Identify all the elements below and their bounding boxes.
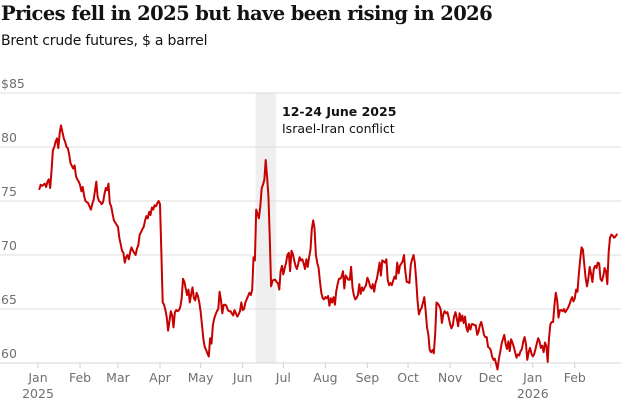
x-tick-label: Jun: [232, 370, 253, 385]
x-tick-label: Dec: [479, 370, 503, 385]
x-tick-label: May: [188, 370, 214, 385]
chart-title: Prices fell in 2025 but have been rising…: [1, 2, 493, 25]
x-tick-year-label: 2025: [22, 386, 54, 401]
y-axis-labels: 60 65 70 75 80 $85: [1, 76, 25, 361]
y-tick-label: 80: [1, 130, 17, 145]
y-tick-label: 70: [1, 238, 17, 253]
chart-subtitle: Brent crude futures, $ a barrel: [1, 33, 208, 49]
x-tick-label: Jul: [275, 370, 291, 385]
x-tick-label: Jan: [27, 370, 47, 385]
annotation: 12-24 June 2025 Israel-Iran conflict: [282, 104, 396, 136]
annotation-band: [255, 93, 276, 363]
y-tick-label: 60: [1, 346, 17, 361]
series-line-brent-crude: [38, 124, 618, 371]
y-tick-label: 75: [1, 184, 17, 199]
x-tick-label: Sep: [356, 370, 380, 385]
annotation-band-layer: [255, 93, 276, 363]
annotation-title: 12-24 June 2025: [282, 104, 396, 119]
x-tick-label: Oct: [397, 370, 419, 385]
x-tick-year-label: 2026: [517, 386, 549, 401]
x-tick-label: Jan: [522, 370, 542, 385]
x-tick-label: Feb: [564, 370, 586, 385]
annotation-text: Israel-Iran conflict: [282, 121, 395, 136]
x-tick-label: Apr: [149, 370, 171, 385]
y-tick-label: $85: [1, 76, 25, 91]
x-tick-label: Mar: [106, 370, 130, 385]
x-tick-label: Feb: [69, 370, 91, 385]
y-tick-label: 65: [1, 292, 17, 307]
x-tick-label: Nov: [438, 370, 463, 385]
x-tick-label: Aug: [313, 370, 337, 385]
series-layer: [38, 124, 618, 371]
